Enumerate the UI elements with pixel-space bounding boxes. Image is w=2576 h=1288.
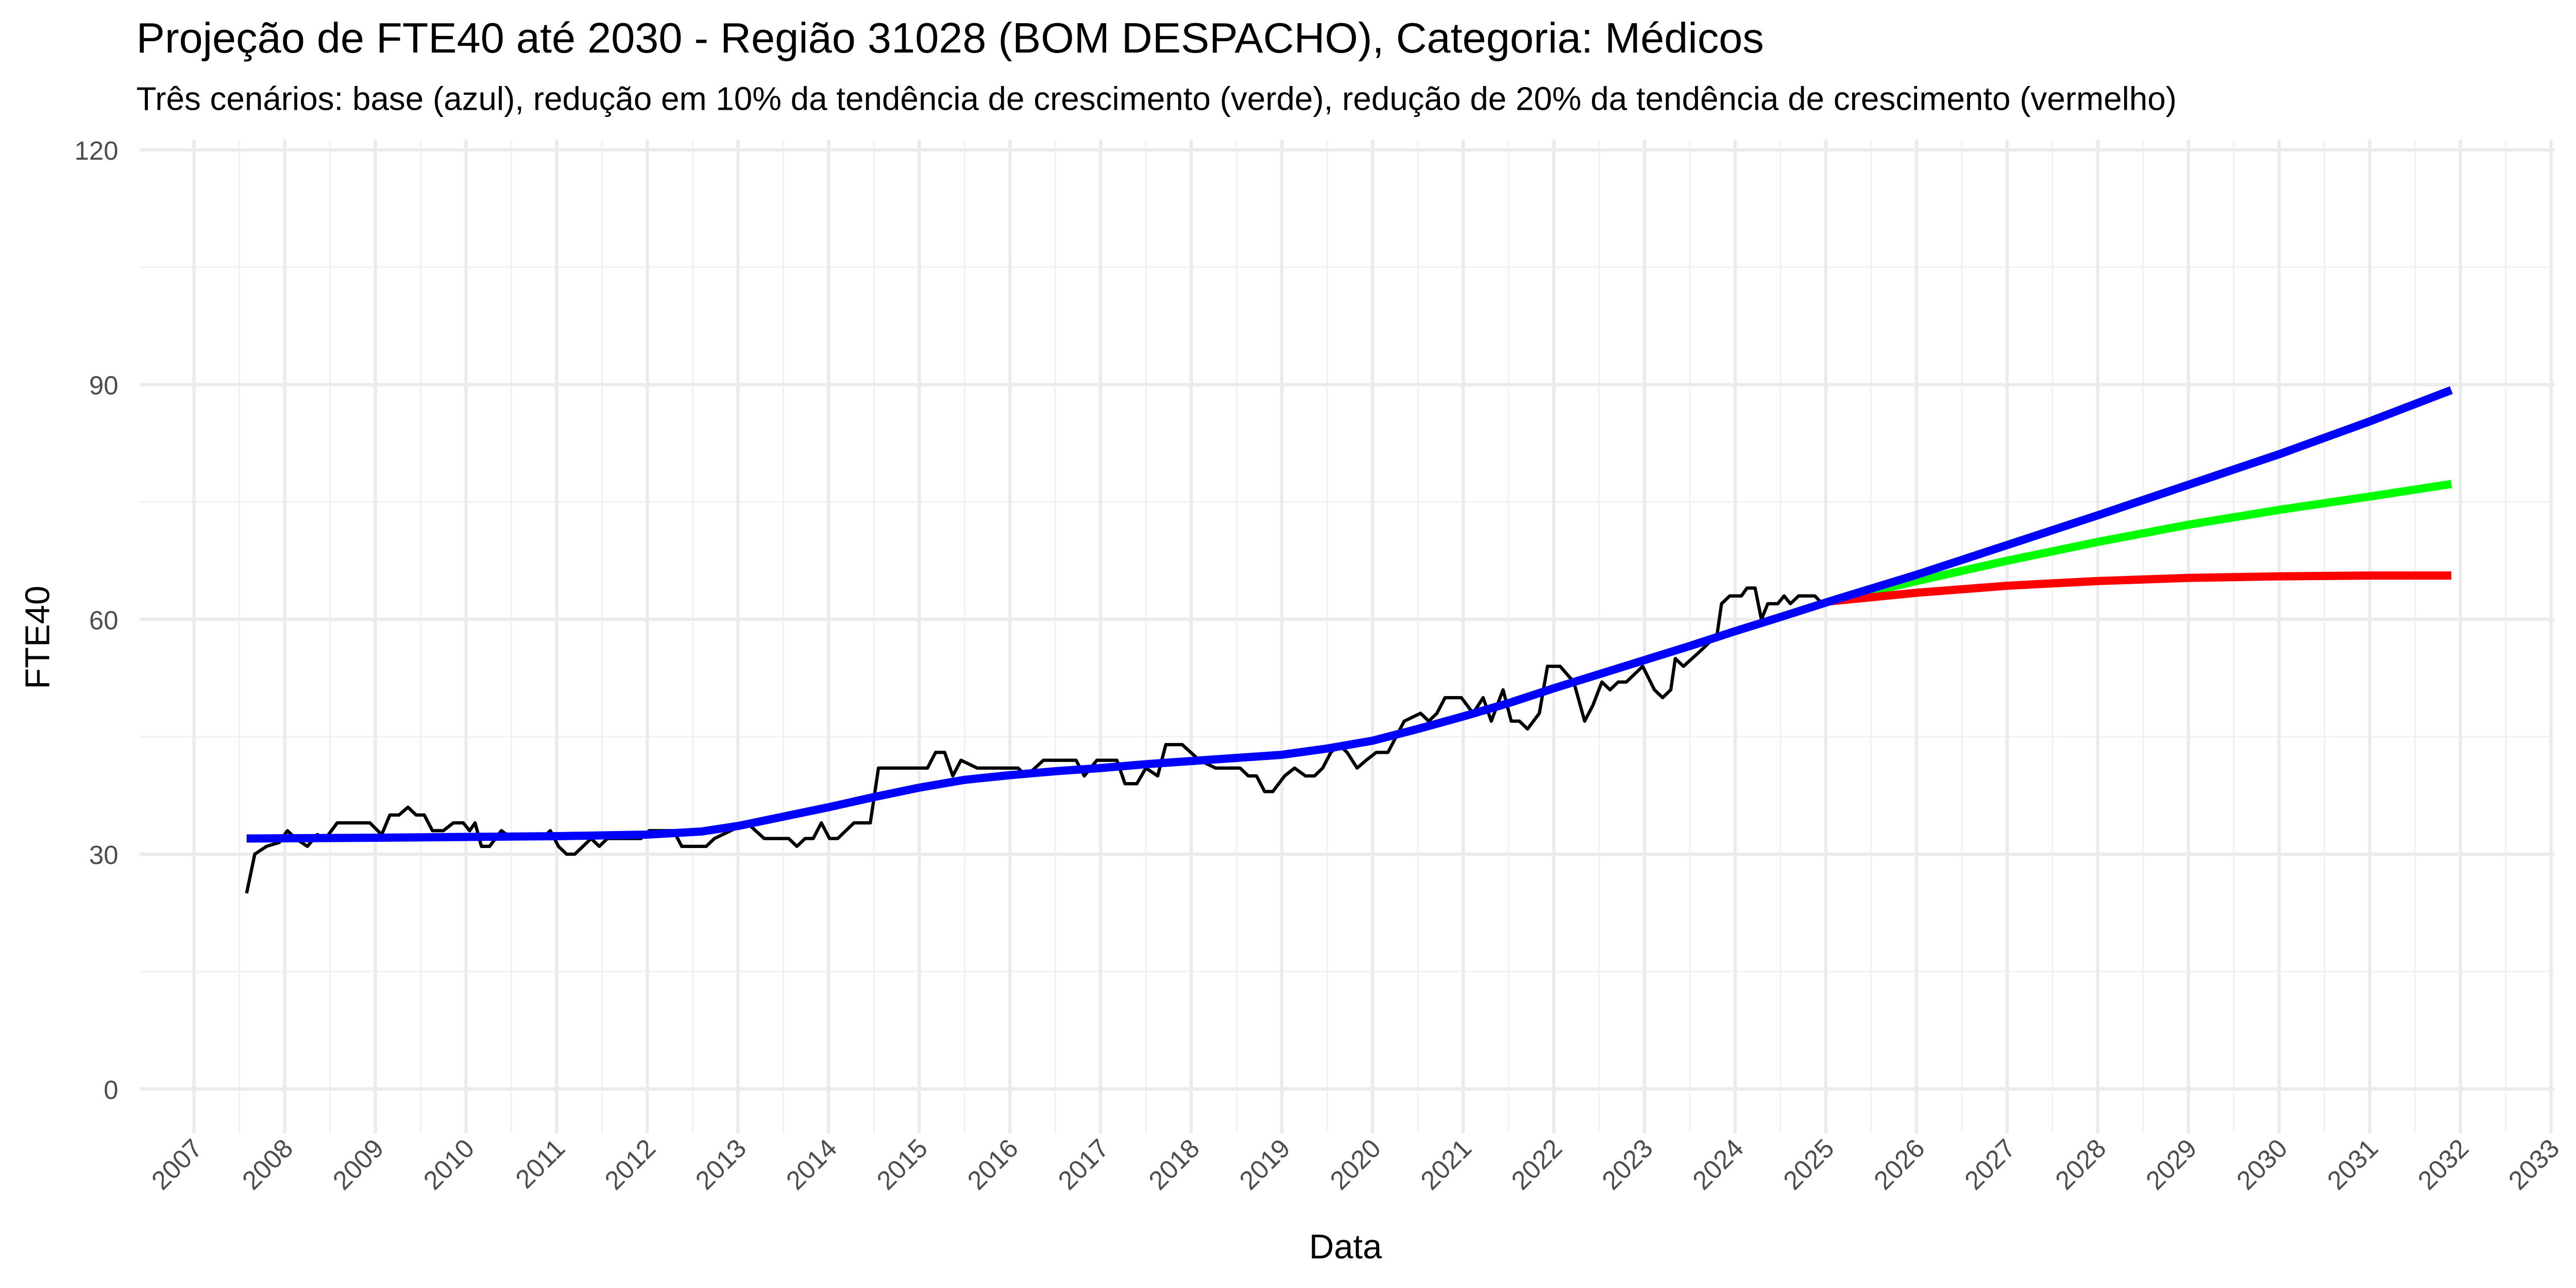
y-axis-label: FTE40 <box>19 586 57 689</box>
y-tick-label: 0 <box>104 1075 118 1105</box>
series-line <box>1828 480 2452 606</box>
x-tick-label: 2033 <box>2503 1133 2565 1196</box>
x-tick-label: 2029 <box>2140 1133 2202 1196</box>
y-tick-label: 120 <box>74 136 118 165</box>
x-tick-label: 2026 <box>1868 1133 1930 1196</box>
x-tick-label: 2008 <box>236 1133 299 1196</box>
x-tick-label: 2011 <box>510 1133 570 1194</box>
series-line <box>1829 571 2451 606</box>
x-tick-label: 2019 <box>1233 1133 1296 1196</box>
x-tick-label: 2018 <box>1143 1133 1205 1196</box>
x-tick-label: 2027 <box>1959 1133 2021 1196</box>
x-tick-label: 2023 <box>1596 1133 1658 1196</box>
chart-subtitle: Três cenários: base (azul), redução em 1… <box>137 80 2177 117</box>
chart-title: Projeção de FTE40 até 2030 - Região 3102… <box>137 14 1764 62</box>
x-tick-label: 2012 <box>599 1133 662 1196</box>
x-tick-label: 2020 <box>1324 1133 1386 1196</box>
x-tick-label: 2021 <box>1415 1133 1477 1196</box>
x-tick-label: 2030 <box>2231 1133 2293 1196</box>
x-tick-label: 2022 <box>1505 1133 1568 1196</box>
x-tick-label: 2032 <box>2412 1133 2475 1196</box>
x-tick-label: 2014 <box>781 1133 843 1196</box>
series-line <box>246 386 2453 843</box>
x-tick-label: 2031 <box>2321 1133 2384 1196</box>
y-tick-label: 60 <box>89 605 118 635</box>
x-axis-label: Data <box>1309 1228 1382 1266</box>
x-tick-label: 2009 <box>327 1133 389 1196</box>
series-line <box>245 586 1824 894</box>
x-tick-label: 2025 <box>1777 1133 1840 1196</box>
x-tick-label: 2028 <box>2049 1133 2112 1196</box>
x-tick-label: 2013 <box>690 1133 752 1196</box>
y-tick-label: 30 <box>89 840 118 870</box>
y-tick-label: 90 <box>89 371 118 400</box>
x-tick-label: 2017 <box>1053 1133 1115 1196</box>
x-tick-label: 2016 <box>962 1133 1024 1196</box>
x-tick-label: 2007 <box>146 1133 208 1196</box>
x-tick-label: 2010 <box>418 1133 480 1196</box>
x-tick-label: 2015 <box>871 1133 934 1196</box>
x-tick-label: 2024 <box>1687 1133 1749 1196</box>
